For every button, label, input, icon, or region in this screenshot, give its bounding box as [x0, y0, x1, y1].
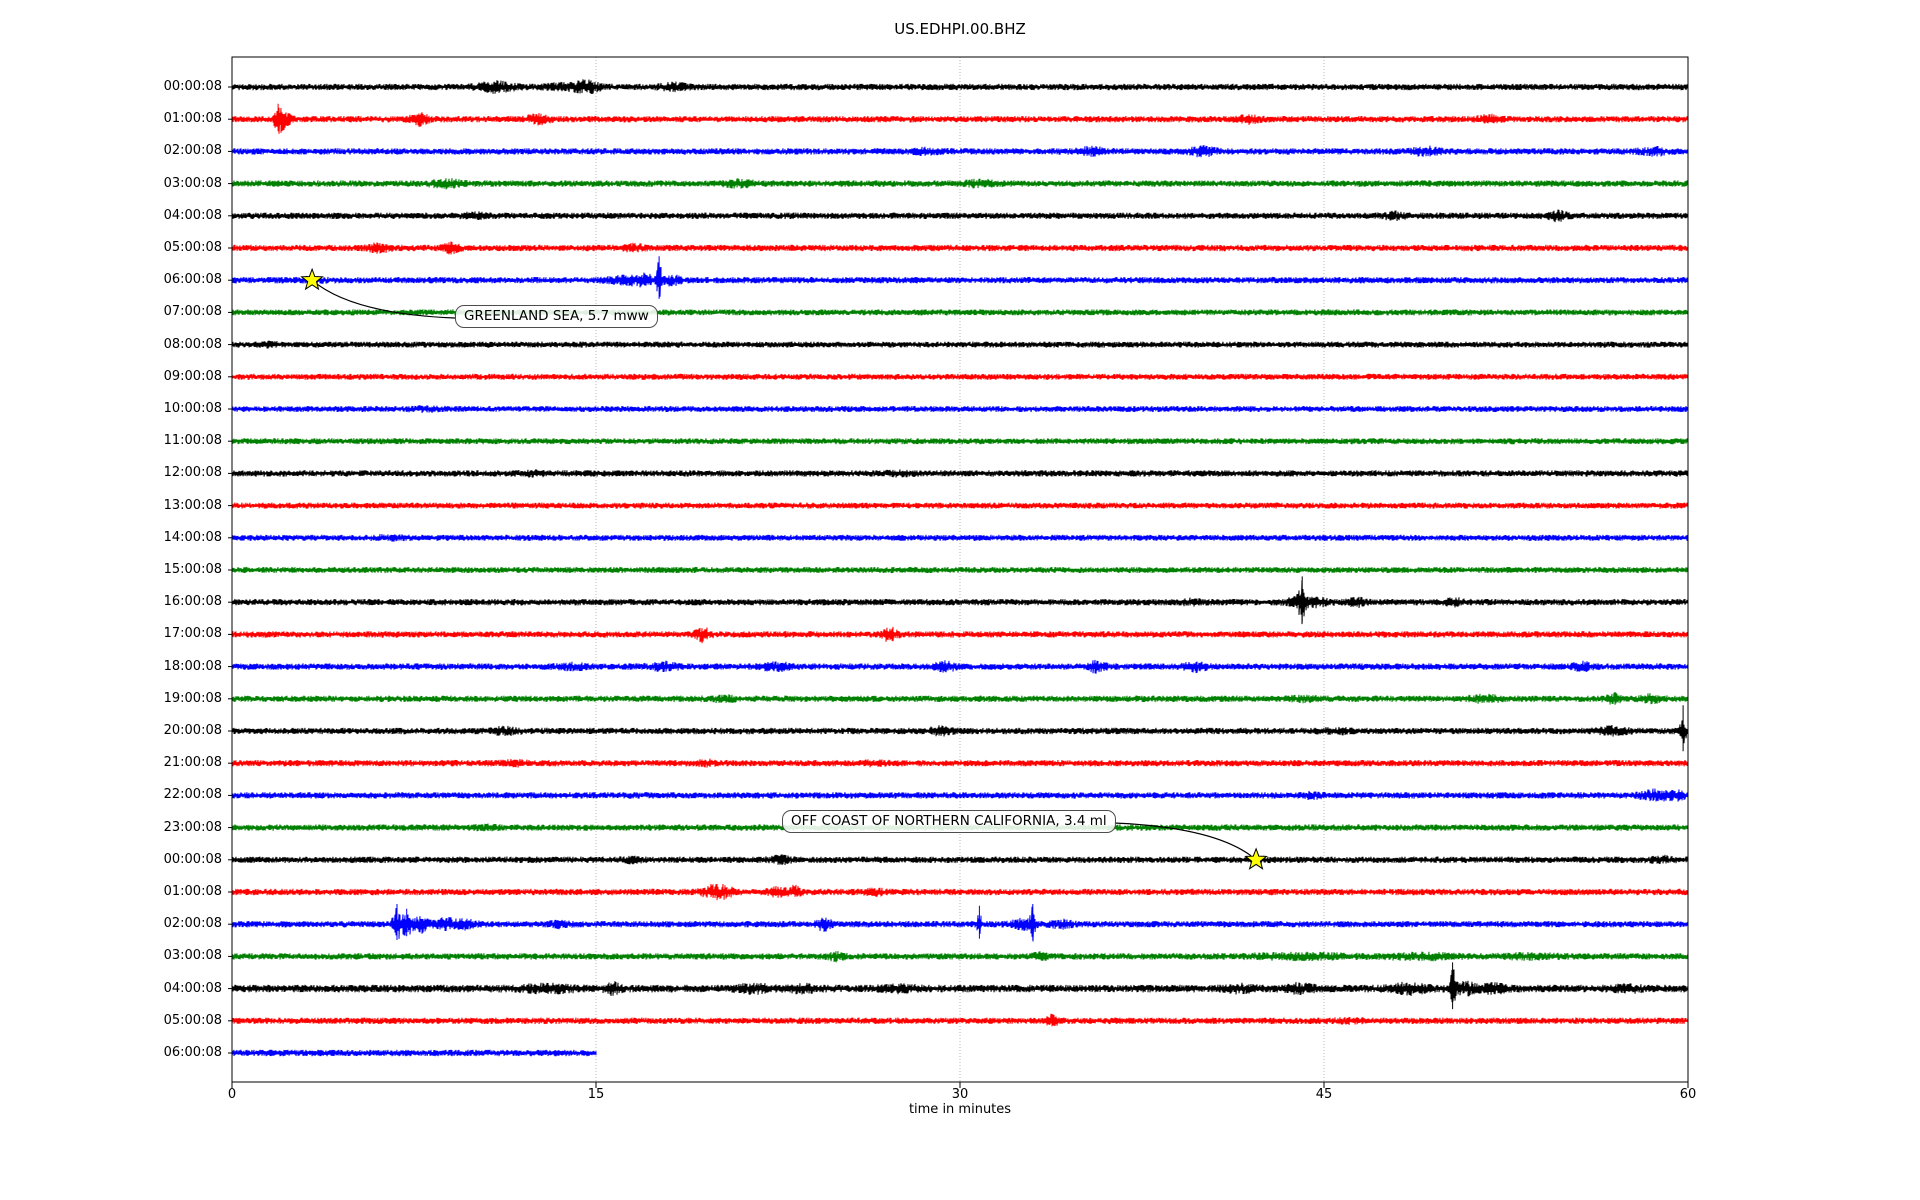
- y-axis-label-15: 15:00:08: [163, 562, 222, 577]
- seismic-trace-0: [231, 79, 1689, 94]
- seismic-trace-25: [231, 883, 1689, 901]
- seismic-trace-10: [231, 405, 1689, 414]
- x-axis-label-30: 30: [951, 1087, 969, 1102]
- y-axis-label-3: 03:00:08: [163, 175, 222, 191]
- seismic-trace-27: [231, 951, 1689, 963]
- y-axis-label-2: 02:00:08: [163, 143, 222, 159]
- seismic-trace-29: [231, 1013, 1689, 1027]
- annotation-connector-greenland: [311, 279, 456, 319]
- event-star-icon-california: [1244, 847, 1268, 870]
- plot-title: US.EDHPI.00.BHZ: [894, 20, 1026, 38]
- y-axis-label-21: 21:00:08: [163, 755, 222, 771]
- seismic-trace-7: [231, 309, 1689, 316]
- y-axis-label-26: 02:00:08: [163, 916, 222, 932]
- y-axis-label-11: 11:00:08: [163, 433, 222, 449]
- y-axis-label-30: 06:00:08: [163, 1045, 222, 1060]
- y-axis-label-18: 18:00:08: [163, 658, 222, 674]
- x-axis-label-0: 0: [227, 1087, 237, 1102]
- seismic-trace-2: [231, 144, 1689, 158]
- y-axis-label-12: 12:00:08: [163, 465, 222, 481]
- event-star-icon-greenland: [300, 267, 324, 291]
- y-axis-label-20: 20:00:08: [163, 723, 222, 738]
- x-axis-label-60: 60: [1679, 1087, 1697, 1102]
- seismic-trace-28: [231, 962, 1689, 1010]
- seismic-trace-16: [231, 576, 1689, 625]
- seismic-trace-5: [231, 241, 1689, 255]
- y-axis-label-10: 10:00:08: [163, 401, 222, 416]
- y-axis-label-1: 01:00:08: [163, 111, 222, 127]
- seismic-trace-18: [231, 659, 1689, 674]
- seismic-trace-4: [231, 209, 1689, 223]
- x-axis-label-15: 15: [587, 1087, 605, 1102]
- y-axis-label-9: 09:00:08: [163, 368, 222, 384]
- y-axis-label-13: 13:00:08: [163, 497, 222, 513]
- y-axis-label-0: 00:00:08: [163, 79, 222, 94]
- y-axis-label-16: 16:00:08: [163, 594, 222, 610]
- y-axis-label-7: 07:00:08: [163, 304, 222, 320]
- y-axis-label-19: 19:00:08: [163, 690, 222, 706]
- y-axis-label-17: 17:00:08: [163, 626, 222, 642]
- y-axis-label-4: 04:00:08: [163, 207, 222, 223]
- y-axis-label-6: 06:00:08: [163, 272, 222, 288]
- seismic-trace-3: [231, 178, 1689, 190]
- seismic-trace-20: [231, 705, 1689, 752]
- seismic-trace-17: [231, 626, 1689, 644]
- y-axis-label-24: 00:00:08: [163, 851, 222, 867]
- annotation-off-coast-northern-california: OFF COAST OF NORTHERN CALIFORNIA, 3.4 ml: [782, 810, 1116, 833]
- y-axis-label-27: 03:00:08: [163, 948, 222, 964]
- x-axis-title: time in minutes: [908, 1102, 1012, 1117]
- seismic-trace-11: [231, 438, 1689, 445]
- y-axis-label-22: 22:00:08: [163, 787, 222, 803]
- seismic-trace-22: [231, 788, 1689, 802]
- y-axis-label-8: 08:00:08: [163, 336, 222, 352]
- y-axis-label-5: 05:00:08: [163, 240, 222, 255]
- y-axis-label-14: 14:00:08: [163, 529, 222, 545]
- y-axis-label-23: 23:00:08: [163, 819, 222, 835]
- seismic-trace-8: [231, 340, 1689, 349]
- seismic-trace-30: [231, 1049, 597, 1057]
- seismic-trace-26: [231, 904, 1689, 942]
- seismic-trace-19: [231, 691, 1689, 705]
- seismic-trace-14: [231, 534, 1689, 542]
- seismic-trace-6: [231, 256, 1689, 299]
- y-axis-label-25: 01:00:08: [163, 884, 222, 899]
- seismic-trace-24: [231, 854, 1689, 866]
- y-axis-label-28: 04:00:08: [163, 980, 222, 996]
- x-axis-label-45: 45: [1315, 1087, 1333, 1102]
- y-axis-label-29: 05:00:08: [163, 1012, 222, 1028]
- seismic-trace-1: [231, 103, 1689, 134]
- seismic-trace-21: [231, 758, 1689, 768]
- seismic-trace-15: [231, 566, 1689, 574]
- annotation-greenland-sea: GREENLAND SEA, 5.7 mww: [455, 305, 658, 328]
- seismic-trace-12: [231, 469, 1689, 478]
- seismic-trace-13: [231, 502, 1689, 509]
- seismic-trace-9: [231, 373, 1689, 380]
- annotation-connector-california: [1113, 822, 1252, 857]
